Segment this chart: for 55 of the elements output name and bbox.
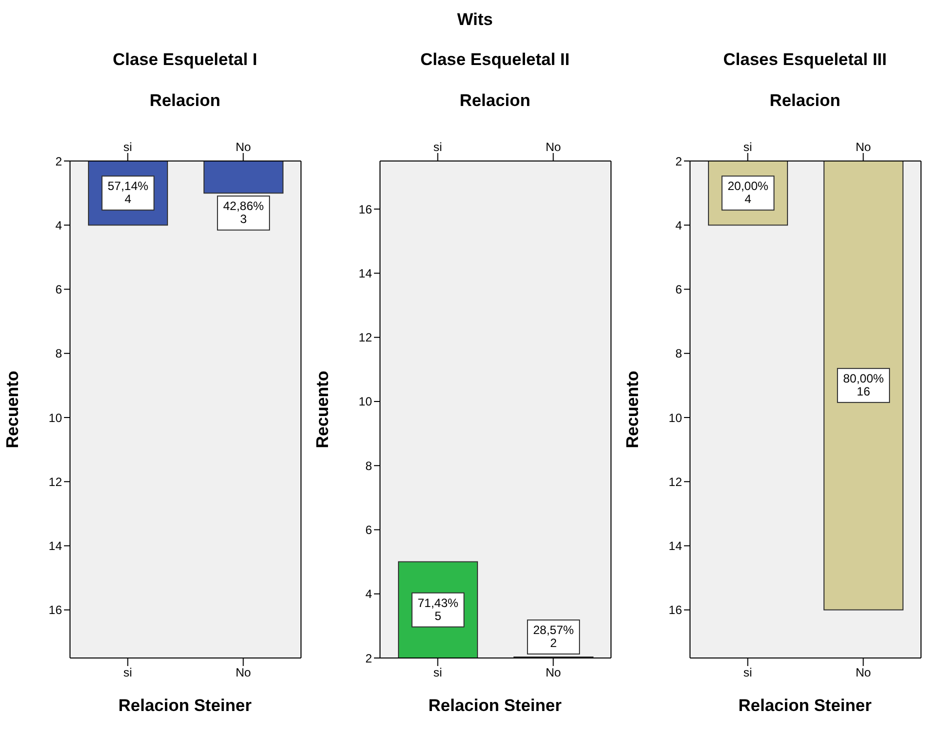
data-label: 71,43% 5: [418, 596, 459, 623]
x-tick-label: si: [743, 140, 752, 154]
x-tick-label: si: [433, 140, 442, 154]
x-tick-label: No: [856, 140, 872, 154]
y-tick-label: 6: [365, 523, 372, 537]
x-tick-label: No: [236, 140, 252, 154]
chart-subtitle: Clase Esqueletal II: [419, 49, 571, 71]
y-tick-label: 16: [358, 202, 372, 216]
y-tick-label: 4: [365, 587, 372, 602]
data-label: 20,00% 4: [728, 179, 769, 206]
category-label: si: [743, 666, 752, 680]
category-label: si: [433, 666, 442, 680]
x-tick-label: si: [123, 140, 132, 154]
category-label: si: [123, 666, 132, 680]
y-tick-label: 16: [48, 603, 62, 618]
y-tick-label: 8: [55, 346, 62, 361]
y-tick-label: 12: [668, 474, 682, 489]
category-label: No: [546, 666, 561, 680]
data-label: 42,86% 3: [223, 199, 264, 226]
x2-axis-title: Relacion: [148, 90, 222, 112]
y-tick-label: 2: [675, 154, 682, 168]
y-tick-label: 14: [48, 539, 62, 554]
y-tick-label: 10: [358, 394, 372, 409]
chart-subtitle: Clase Esqueletal I: [112, 49, 258, 71]
chart-subtitle: Clases Esqueletal III: [722, 49, 888, 71]
chart-title: Wits: [456, 9, 494, 31]
y-tick-label: 12: [48, 474, 62, 489]
y-axis-title: Recuento: [3, 370, 22, 448]
y-tick-label: 8: [675, 346, 682, 361]
category-label: No: [856, 666, 871, 680]
data-label: 28,57% 2: [533, 623, 574, 650]
x-axis-title: Relacion Steiner: [117, 695, 253, 717]
x-axis-title: Relacion Steiner: [737, 695, 873, 717]
y-tick-label: 16: [668, 603, 682, 618]
x2-axis-title: Relacion: [458, 90, 532, 112]
x2-axis-title: Relacion: [768, 90, 842, 112]
y-tick-label: 6: [675, 282, 682, 297]
data-label: 57,14% 4: [108, 179, 149, 206]
category-label: No: [236, 666, 251, 680]
y-tick-label: 2: [365, 651, 372, 666]
y-tick-label: 4: [55, 218, 62, 232]
y-tick-label: 2: [55, 154, 62, 168]
y-tick-label: 8: [365, 458, 372, 473]
y-tick-label: 4: [675, 218, 682, 232]
y-tick-label: 12: [358, 330, 372, 345]
y-axis-title: Recuento: [313, 370, 332, 448]
y-tick-label: 14: [668, 539, 682, 554]
y-tick-label: 10: [48, 410, 62, 425]
y-tick-label: 14: [358, 266, 372, 280]
data-label: 80,00% 16: [843, 371, 884, 398]
x-axis-title: Relacion Steiner: [427, 695, 563, 717]
x-tick-label: No: [546, 140, 562, 154]
y-tick-label: 10: [668, 410, 682, 425]
y-axis-title: Recuento: [623, 370, 642, 448]
y-tick-label: 6: [55, 282, 62, 297]
